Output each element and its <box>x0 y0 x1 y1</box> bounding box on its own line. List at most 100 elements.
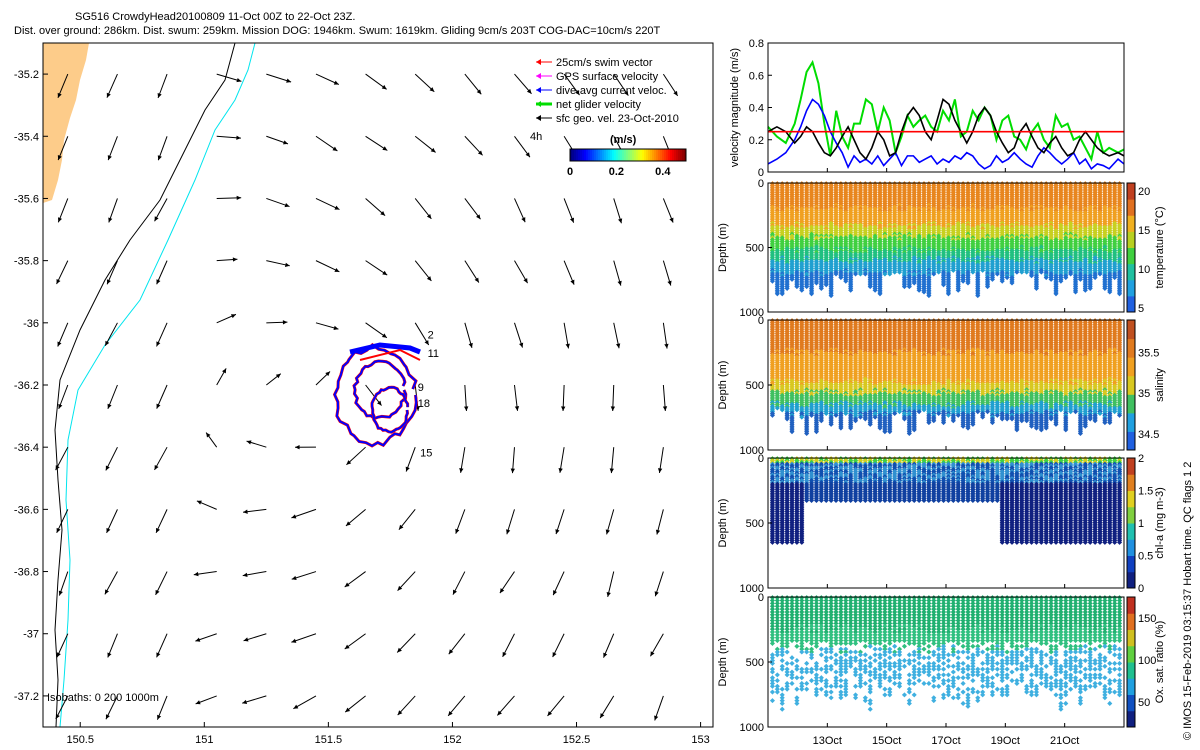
surface-velocity-arrow <box>548 696 565 716</box>
surface-velocity-arrow <box>459 447 465 473</box>
map-x-tick-label: 151 <box>195 734 213 746</box>
surface-velocity-arrow <box>449 634 465 654</box>
surface-velocity-arrow <box>217 368 226 385</box>
legend-arrowhead <box>536 73 541 79</box>
surface-velocity-arrow <box>217 257 238 261</box>
map-y-tick-label: -35.2 <box>14 69 39 81</box>
surface-velocity-arrow <box>514 136 529 157</box>
surface-velocity-arrow <box>243 572 267 577</box>
map-x-tick-label: 150.5 <box>66 734 94 746</box>
surface-velocity-arrow <box>398 572 416 591</box>
legend-label: dive-avg current veloc. <box>556 85 667 97</box>
legend-arrowhead <box>536 115 541 121</box>
surface-velocity-arrow <box>366 198 385 215</box>
surface-velocity-arrow <box>108 136 118 160</box>
surface-velocity-arrow <box>316 198 340 209</box>
land-area <box>43 43 89 203</box>
map-colorbar-tick-label: 0.4 <box>655 166 671 178</box>
surface-velocity-arrow <box>155 198 168 221</box>
surface-velocity-arrow <box>465 74 481 94</box>
legend-label: sfc geo. vel. 23-Oct-2010 <box>556 113 679 125</box>
surface-velocity-arrow <box>465 198 481 219</box>
isobaths-label: Isobaths: 0 200 1000m <box>47 692 159 704</box>
surface-velocity-arrow <box>196 696 217 704</box>
surface-velocity-arrow <box>663 261 671 286</box>
legend-arrowhead <box>536 101 541 107</box>
surface-velocity-arrow <box>195 634 216 642</box>
map-y-tick-label: -36.4 <box>14 442 39 454</box>
surface-velocity-arrow <box>158 136 167 160</box>
surface-velocity-arrow <box>194 572 217 577</box>
map-x-tick-label: 151.5 <box>315 734 343 746</box>
surface-velocity-arrow <box>105 572 118 595</box>
surface-velocity-arrow <box>406 447 416 471</box>
track-label: 15 <box>420 448 432 460</box>
surface-velocity-arrow <box>316 323 338 330</box>
surface-velocity-arrow <box>654 696 663 721</box>
map-x-tick-label: 152.5 <box>563 734 591 746</box>
dive-avg-track <box>372 387 408 432</box>
map-y-tick-label: -36 <box>23 318 39 330</box>
surface-velocity-arrow <box>464 385 468 411</box>
surface-velocity-arrow <box>266 74 291 83</box>
surface-velocity-arrow <box>345 572 366 587</box>
surface-velocity-arrow <box>453 572 465 595</box>
surface-velocity-arrow <box>514 385 519 411</box>
surface-velocity-arrow <box>366 323 387 338</box>
isobath-1000m <box>60 43 255 727</box>
map-y-tick-label: -35.6 <box>14 193 39 205</box>
surface-velocity-arrow <box>398 696 416 715</box>
velocity-y-tick-label: 0.4 <box>749 103 764 115</box>
surface-velocity-arrow <box>366 261 388 275</box>
surface-velocity-arrow <box>156 509 167 532</box>
surface-velocity-arrow <box>56 447 68 470</box>
surface-velocity-arrow <box>564 323 570 349</box>
velocity-y-label: velocity magnitude (m/s) <box>729 48 741 167</box>
surface-velocity-arrow <box>455 509 465 533</box>
surface-velocity-arrow <box>155 447 168 470</box>
profile-panel-temp <box>768 181 1135 312</box>
velocity-y-tick-label: 0.6 <box>749 70 764 82</box>
surface-velocity-arrow <box>266 198 289 207</box>
surface-velocity-arrow <box>266 320 287 324</box>
surface-velocity-arrow <box>497 696 514 716</box>
surface-velocity-arrow <box>58 385 68 409</box>
surface-velocity-arrow <box>611 385 615 411</box>
surface-velocity-arrow <box>650 634 663 657</box>
surface-velocity-arrow <box>156 261 167 285</box>
surface-velocity-arrow <box>156 634 167 658</box>
surface-velocity-arrow <box>614 198 622 223</box>
surface-velocity-arrow <box>156 572 167 595</box>
map-y-tick-label: -36.2 <box>14 380 39 392</box>
velocity-y-tick-label: 0.2 <box>749 135 764 147</box>
legend-arrowhead <box>536 59 541 65</box>
surface-velocity-arrow <box>603 634 613 658</box>
surface-velocity-arrow <box>511 447 515 473</box>
surface-velocity-arrow <box>366 136 388 150</box>
surface-velocity-arrow <box>291 634 316 643</box>
surface-velocity-arrow <box>415 136 435 152</box>
surface-velocity-arrow <box>291 509 316 518</box>
surface-velocity-arrow <box>244 634 267 642</box>
surface-velocity-arrow <box>217 314 236 323</box>
surface-velocity-arrow <box>558 447 564 473</box>
track-label: 11 <box>428 348 439 360</box>
surface-velocity-arrow <box>465 136 483 155</box>
surface-velocity-arrow <box>503 634 515 657</box>
surface-velocity-arrow <box>514 261 527 283</box>
surface-velocity-arrow <box>57 323 67 347</box>
surface-velocity-arrow <box>399 509 415 529</box>
surface-velocity-arrow <box>465 261 479 283</box>
surface-velocity-arrow <box>106 509 117 533</box>
surface-velocity-arrow <box>316 371 330 385</box>
map-x-tick-label: 153 <box>691 734 709 746</box>
map-y-tick-label: -36.8 <box>14 567 39 579</box>
surface-velocity-arrow <box>656 509 663 534</box>
map-colorbar-tick-label: 0.2 <box>609 166 624 178</box>
surface-velocity-arrow <box>614 261 622 286</box>
map-y-tick-label: -36.6 <box>14 504 39 516</box>
track-label: 18 <box>418 398 430 410</box>
surface-velocity-arrow <box>663 198 673 222</box>
surface-velocity-arrow <box>346 509 366 526</box>
surface-velocity-arrow <box>655 572 664 597</box>
